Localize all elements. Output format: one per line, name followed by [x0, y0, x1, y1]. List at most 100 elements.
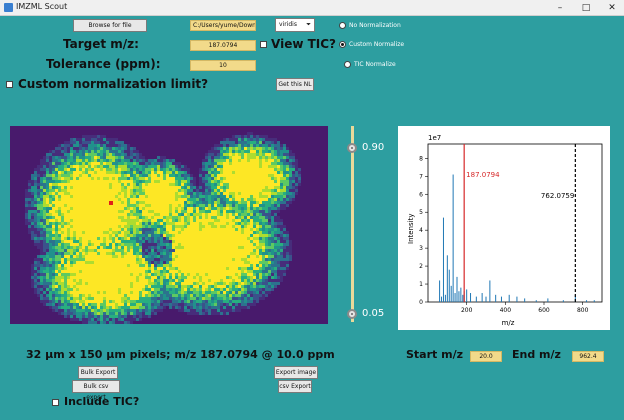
- target-mz-input[interactable]: 187.0794: [190, 40, 256, 51]
- heatmap-pixel: [52, 228, 55, 231]
- include-tic-checkbox[interactable]: [52, 399, 59, 406]
- heatmap-pixel: [181, 270, 184, 273]
- heatmap-pixel: [43, 255, 46, 258]
- heatmap-pixel: [154, 237, 157, 240]
- heatmap-pixel: [91, 147, 94, 150]
- custom-norm-checkbox[interactable]: [6, 81, 13, 88]
- heatmap-pixel: [205, 279, 208, 282]
- colormap-select[interactable]: viridis ⏷: [275, 18, 315, 32]
- heatmap-pixel: [175, 273, 178, 276]
- heatmap-pixel: [118, 228, 121, 231]
- heatmap-pixel: [220, 207, 223, 210]
- heatmap-pixel: [34, 240, 37, 243]
- heatmap-pixel: [127, 156, 130, 159]
- heatmap-pixel: [244, 264, 247, 267]
- heatmap-pixel: [172, 189, 175, 192]
- heatmap-pixel: [49, 165, 52, 168]
- heatmap-pixel: [154, 219, 157, 222]
- heatmap-pixel: [160, 195, 163, 198]
- heatmap-pixel: [34, 177, 37, 180]
- heatmap-pixel: [61, 297, 64, 300]
- heatmap-pixel: [112, 294, 115, 297]
- close-button[interactable]: ✕: [608, 3, 616, 13]
- minimize-button[interactable]: –: [557, 3, 563, 13]
- file-path-input[interactable]: C:/Users/yume/Down: [190, 20, 256, 31]
- heatmap-pixel: [256, 138, 259, 141]
- csv-export-button[interactable]: csv Export: [278, 380, 312, 393]
- ion-image-heatmap[interactable]: [10, 126, 328, 324]
- heatmap-pixel: [133, 267, 136, 270]
- slider-max-handle[interactable]: [347, 143, 357, 153]
- heatmap-pixel: [136, 213, 139, 216]
- heatmap-pixel: [145, 162, 148, 165]
- radio-no-normalization[interactable]: [339, 22, 346, 29]
- heatmap-pixel: [181, 303, 184, 306]
- heatmap-pixel: [259, 153, 262, 156]
- heatmap-pixel: [130, 159, 133, 162]
- heatmap-pixel: [181, 210, 184, 213]
- heatmap-pixel: [241, 162, 244, 165]
- bulk-export-button[interactable]: Bulk Export: [78, 366, 118, 379]
- slider-min-handle[interactable]: [347, 309, 357, 319]
- heatmap-pixel: [145, 192, 148, 195]
- heatmap-pixel: [97, 294, 100, 297]
- heatmap-pixel: [232, 258, 235, 261]
- get-tic-button[interactable]: Get this NL: [276, 78, 314, 91]
- heatmap-pixel: [70, 228, 73, 231]
- heatmap-pixel: [103, 183, 106, 186]
- heatmap-pixel: [232, 252, 235, 255]
- heatmap-pixel: [268, 231, 271, 234]
- heatmap-pixel: [241, 264, 244, 267]
- start-mz-input[interactable]: 20.0: [470, 351, 502, 362]
- heatmap-pixel: [91, 153, 94, 156]
- heatmap-pixel: [118, 237, 121, 240]
- heatmap-pixel: [277, 165, 280, 168]
- heatmap-pixel: [130, 210, 133, 213]
- heatmap-pixel: [37, 270, 40, 273]
- heatmap-pixel: [187, 243, 190, 246]
- radio-tic-normalize[interactable]: [344, 61, 351, 68]
- heatmap-pixel: [76, 270, 79, 273]
- heatmap-pixel: [241, 177, 244, 180]
- heatmap-pixel: [94, 192, 97, 195]
- heatmap-pixel: [130, 321, 133, 324]
- end-mz-input[interactable]: 962.4: [572, 351, 604, 362]
- heatmap-pixel: [70, 276, 73, 279]
- heatmap-pixel: [85, 225, 88, 228]
- heatmap-pixel: [67, 231, 70, 234]
- export-image-button[interactable]: Export image: [274, 366, 318, 379]
- heatmap-pixel: [205, 201, 208, 204]
- heatmap-pixel: [154, 159, 157, 162]
- heatmap-pixel: [40, 282, 43, 285]
- tolerance-input[interactable]: 10: [190, 60, 256, 71]
- view-tic-checkbox[interactable]: [260, 41, 267, 48]
- heatmap-pixel: [40, 162, 43, 165]
- heatmap-pixel: [37, 225, 40, 228]
- heatmap-pixel: [178, 300, 181, 303]
- heatmap-pixel: [70, 318, 73, 321]
- heatmap-pixel: [94, 168, 97, 171]
- heatmap-pixel: [151, 294, 154, 297]
- radio-custom-normalize[interactable]: [339, 41, 346, 48]
- heatmap-pixel: [202, 264, 205, 267]
- heatmap-pixel: [223, 261, 226, 264]
- browse-file-button[interactable]: Browse for file: [73, 19, 147, 32]
- bulk-csv-export-button[interactable]: Bulk csv export: [72, 380, 120, 401]
- mass-spectrum-plot[interactable]: 1e7 Intensity m/z 200 400 600 800012345678 …: [398, 126, 610, 330]
- heatmap-pixel: [136, 267, 139, 270]
- heatmap-pixel: [256, 231, 259, 234]
- heatmap-pixel: [79, 156, 82, 159]
- heatmap-pixel: [223, 285, 226, 288]
- heatmap-pixel: [166, 210, 169, 213]
- heatmap-pixel: [244, 150, 247, 153]
- heatmap-pixel: [238, 246, 241, 249]
- heatmap-pixel: [205, 171, 208, 174]
- heatmap-pixel: [214, 309, 217, 312]
- intensity-range-slider[interactable]: [351, 126, 354, 322]
- heatmap-pixel: [205, 153, 208, 156]
- heatmap-pixel: [130, 255, 133, 258]
- maximize-button[interactable]: □: [581, 3, 591, 13]
- heatmap-pixel: [25, 201, 28, 204]
- heatmap-pixel: [70, 150, 73, 153]
- heatmap-pixel: [40, 273, 43, 276]
